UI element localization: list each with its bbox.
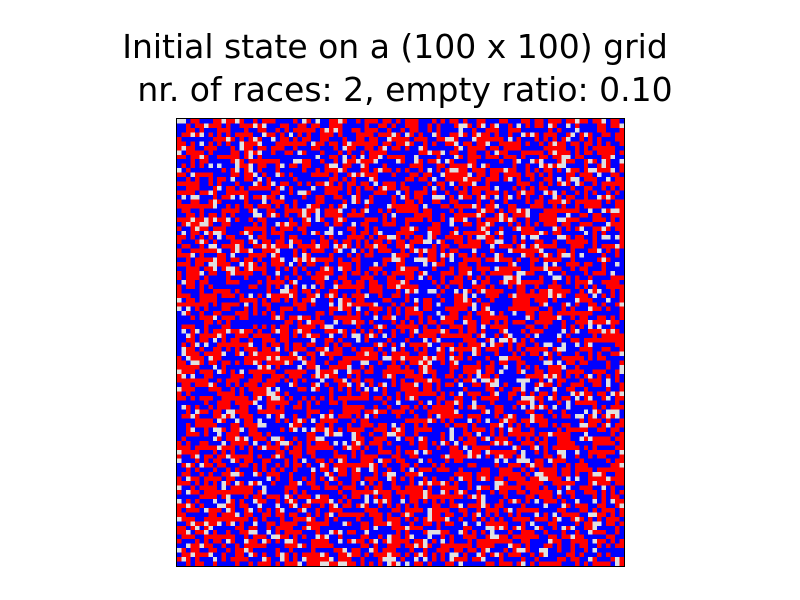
chart-title-line-1: Initial state on a (100 x 100) grid (122, 27, 668, 66)
grid-heatmap (177, 119, 624, 566)
chart-title-line-2: nr. of races: 2, empty ratio: 0.10 (137, 70, 673, 109)
